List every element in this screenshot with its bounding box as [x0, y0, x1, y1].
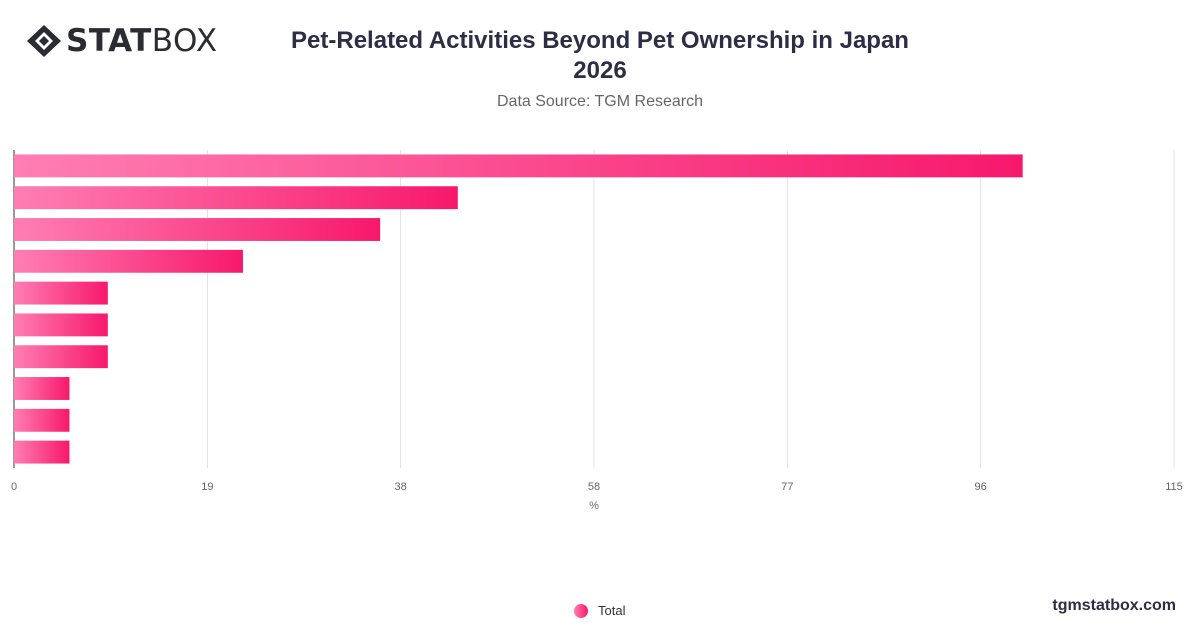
statbox-logo: STATBOX	[26, 22, 218, 60]
x-tick-label: 38	[395, 481, 407, 493]
x-tick-label: 96	[975, 481, 987, 493]
chart-title: Pet-Related Activities Beyond Pet Owners…	[200, 26, 1000, 86]
logo-wordmark: STATBOX	[66, 23, 218, 59]
legend[interactable]: Total	[574, 603, 625, 618]
bars	[14, 154, 1023, 464]
x-tick-label: 0	[11, 481, 17, 493]
bar[interactable]	[14, 249, 243, 273]
x-axis-ticks: 0 19 38 58 77 96 115	[11, 481, 1183, 493]
bar[interactable]	[14, 345, 108, 369]
footer-url[interactable]: tgmstatbox.com	[1052, 597, 1176, 614]
bar[interactable]	[14, 154, 1023, 178]
bar[interactable]	[14, 440, 70, 464]
x-tick-label: 58	[588, 481, 600, 493]
bar[interactable]	[14, 377, 70, 400]
x-tick-label: 77	[781, 481, 793, 493]
x-tick-label: 19	[201, 481, 213, 493]
legend-swatch-icon	[574, 603, 588, 618]
bar[interactable]	[14, 218, 381, 241]
bar[interactable]	[14, 186, 458, 210]
chart-title-text: Pet-Related Activities Beyond Pet Owners…	[291, 27, 909, 54]
x-axis-title: %	[589, 500, 599, 512]
bar[interactable]	[14, 313, 108, 337]
chart-subtitle: Data Source: TGM Research	[496, 93, 703, 110]
bar[interactable]	[14, 408, 70, 432]
bar[interactable]	[14, 281, 108, 305]
statbox-diamond-icon	[27, 25, 61, 57]
x-tick-label: 115	[1165, 481, 1183, 493]
legend-label-total: Total	[598, 603, 626, 618]
chart-title-year: 2026	[573, 57, 627, 84]
